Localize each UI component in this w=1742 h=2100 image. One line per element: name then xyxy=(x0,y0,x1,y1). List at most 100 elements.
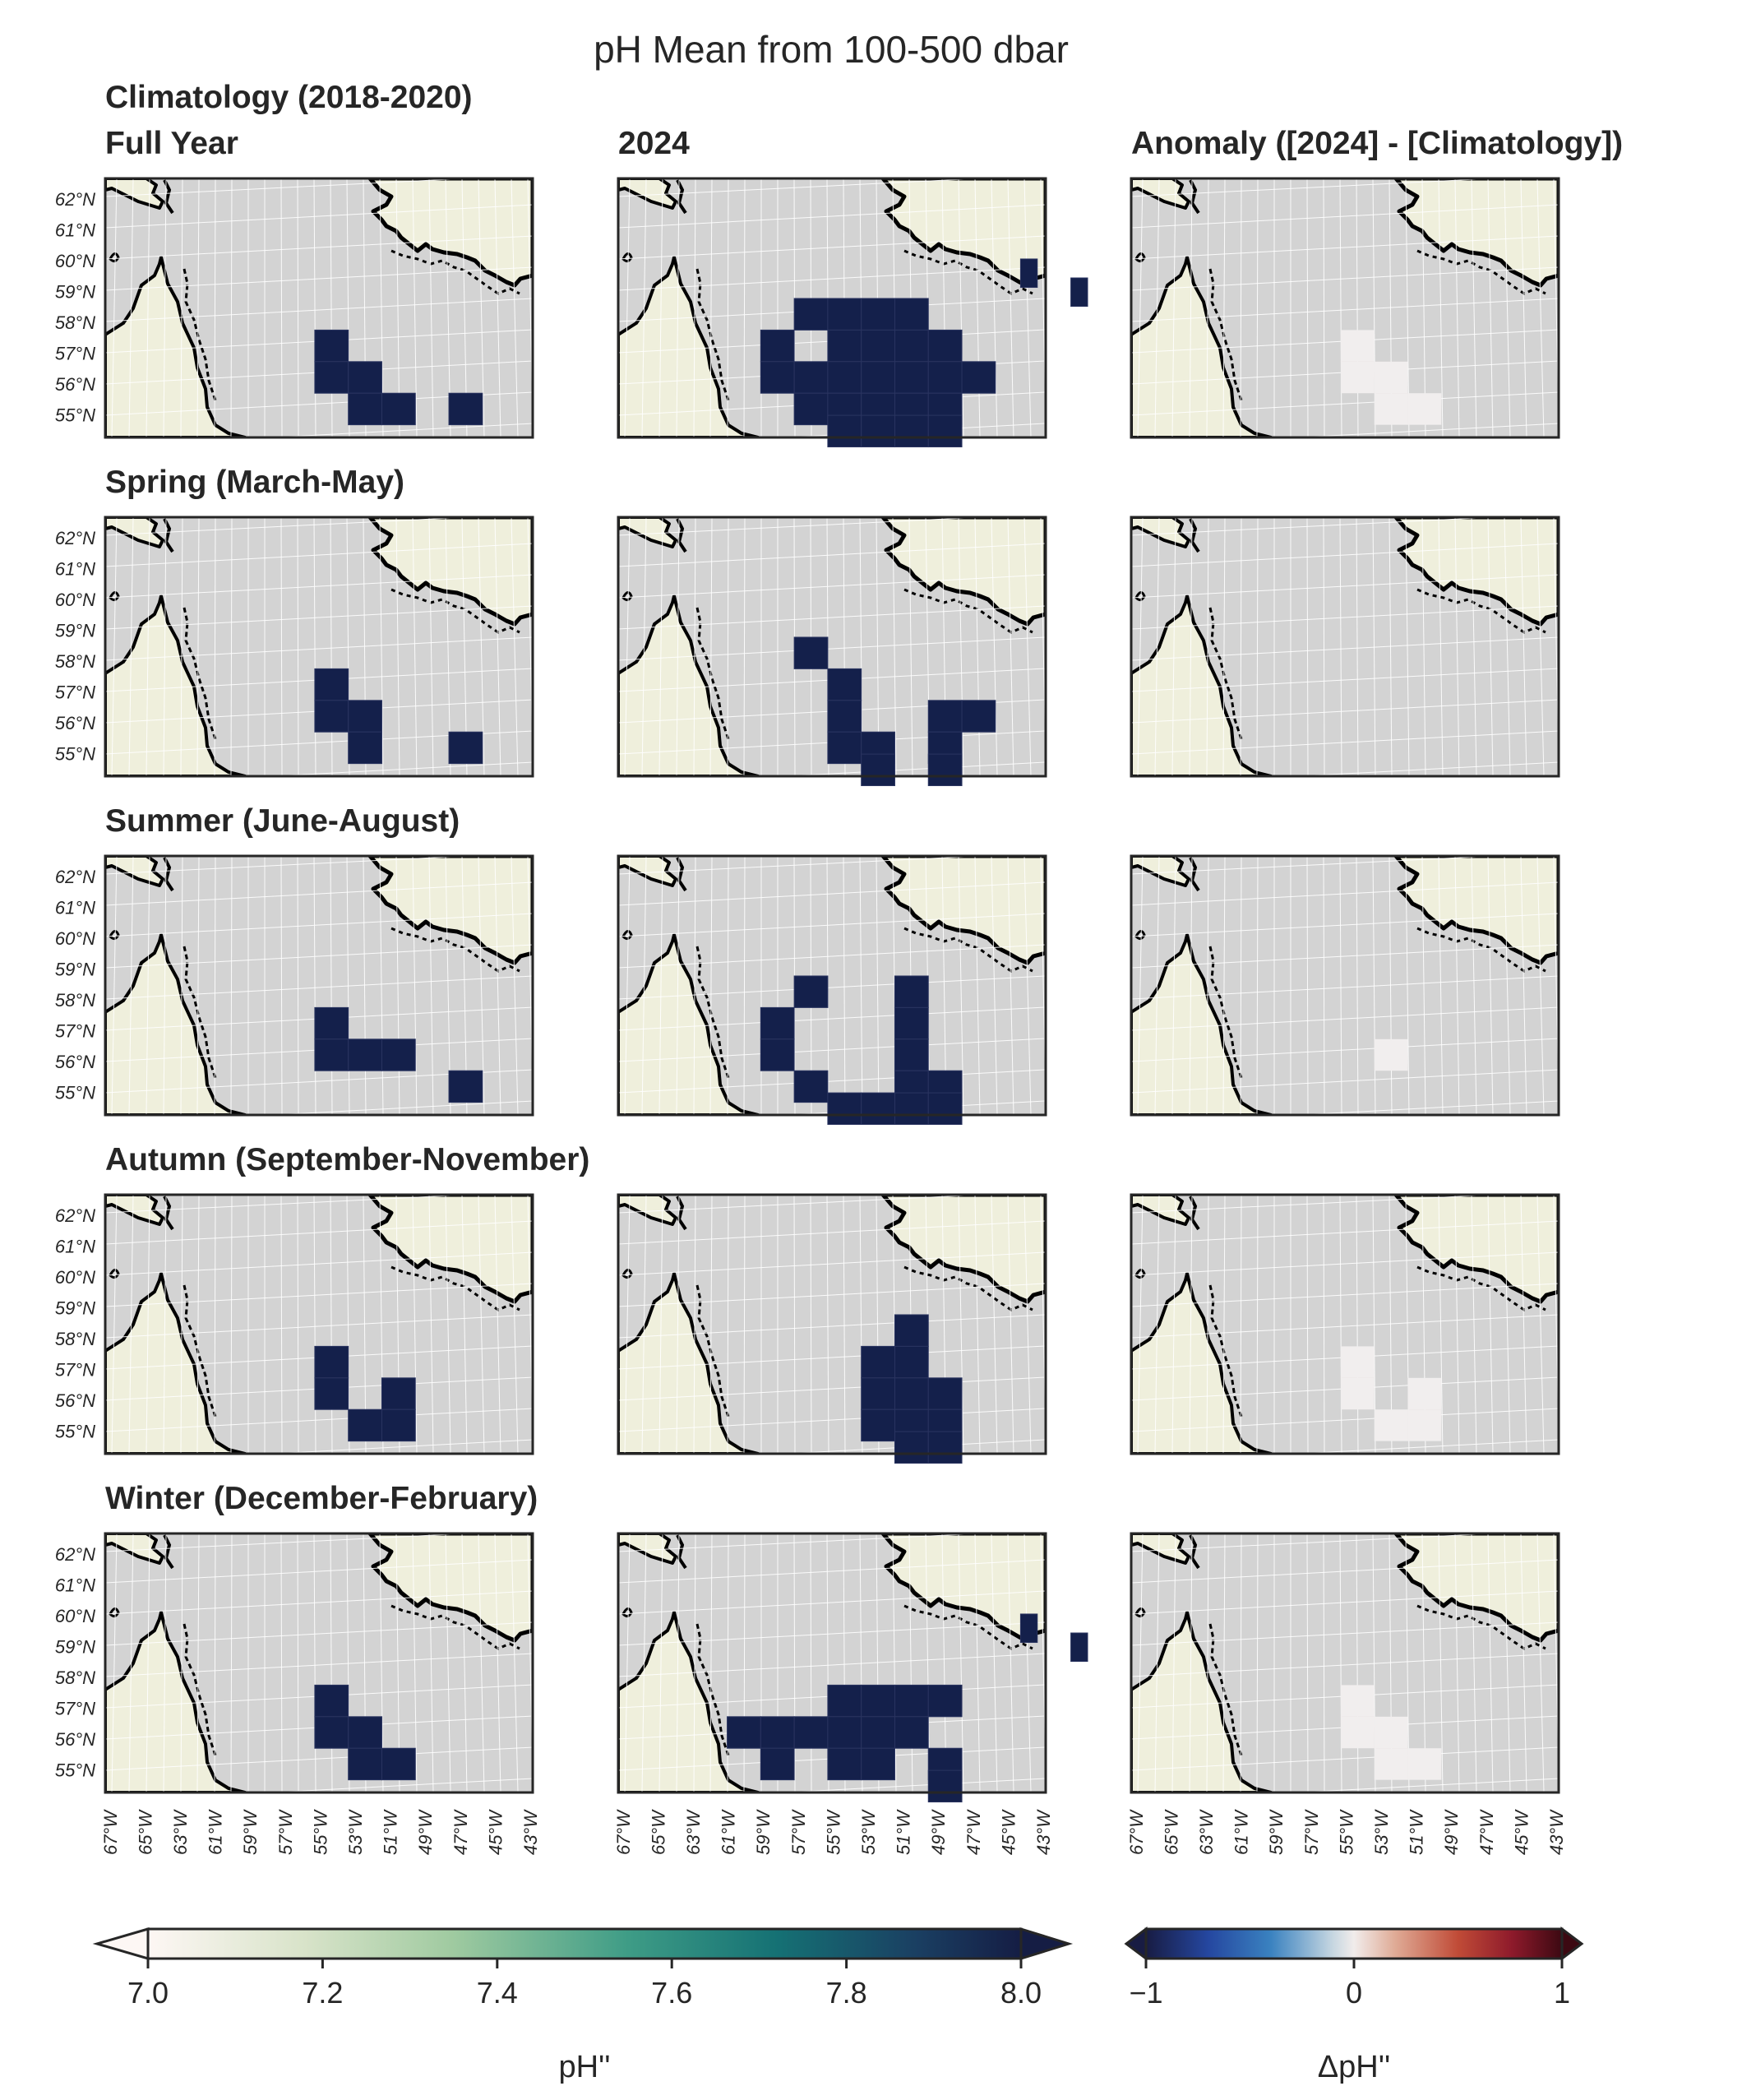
data-cell xyxy=(1407,1377,1442,1410)
lat-tick-label: 56°N xyxy=(55,1052,95,1072)
lat-tick-label: 62°N xyxy=(55,867,95,887)
data-cell xyxy=(827,298,862,331)
data-cell xyxy=(894,361,929,394)
data-cell xyxy=(314,700,349,733)
basemap xyxy=(1131,853,1559,1124)
data-cell xyxy=(381,1038,416,1071)
colorbar-anom-extend-high xyxy=(1560,1927,1584,1961)
panel-frame xyxy=(617,516,1047,778)
panel-frame xyxy=(617,854,1047,1117)
lat-tick-label: 58°N xyxy=(55,990,95,1011)
data-cell xyxy=(861,1747,895,1781)
lon-tick-label: 53°W xyxy=(345,1809,366,1855)
panel-frame xyxy=(1130,516,1560,778)
colorbar-tick-label: 7.0 xyxy=(127,1976,169,2010)
panel-frame xyxy=(1130,1193,1560,1455)
data-cell xyxy=(1340,330,1375,362)
lon-tick-label: 53°W xyxy=(858,1809,879,1855)
lon-tick-label: 45°W xyxy=(1511,1809,1532,1855)
lon-tick-label: 63°W xyxy=(1196,1809,1217,1855)
panel-frame xyxy=(1130,854,1560,1117)
data-cell xyxy=(381,1747,416,1781)
lon-tick-label: 57°W xyxy=(1301,1809,1322,1855)
colorbar-tick-label: −1 xyxy=(1129,1976,1162,2010)
lon-tick-label: 61°W xyxy=(1231,1809,1252,1855)
data-cell xyxy=(1340,1716,1375,1749)
data-cell xyxy=(348,700,382,733)
data-cell xyxy=(861,753,895,787)
lat-tick-label: 57°N xyxy=(55,682,95,702)
panel-frame xyxy=(1130,1532,1560,1794)
colorbar-anom-label: ΔpH'' xyxy=(1318,2050,1390,2084)
colorbar-ph-extend-low xyxy=(92,1927,150,1960)
lon-tick-label: 55°W xyxy=(1336,1809,1356,1855)
data-cell xyxy=(1374,1716,1408,1749)
data-cell xyxy=(1374,393,1408,425)
colorbar-tick-label: 0 xyxy=(1346,1976,1362,2010)
data-cell xyxy=(348,392,382,426)
data-cell xyxy=(861,329,895,363)
lat-tick-label: 58°N xyxy=(55,1668,95,1688)
panel-full-y2024 xyxy=(617,177,1088,448)
data-cell xyxy=(827,668,862,701)
data-cell xyxy=(927,753,963,787)
data-cell xyxy=(894,298,929,331)
data-cell xyxy=(314,329,349,363)
data-cell xyxy=(348,731,382,765)
colorbar-ph-body xyxy=(146,1927,1023,1960)
panel-spring-clim: 62°N 61°N 60°N 59°N 58°N 57°N 56°N 55°N xyxy=(55,516,534,778)
data-cell xyxy=(348,1408,382,1442)
row-title-autumn: Autumn (September-November) xyxy=(105,1142,589,1177)
lon-tick-label: 47°W xyxy=(1476,1809,1497,1855)
data-cell xyxy=(894,1377,929,1410)
data-cell xyxy=(314,668,349,701)
lat-tick-label: 61°N xyxy=(55,558,95,579)
data-cell xyxy=(1407,1409,1442,1441)
lon-tick-label: 55°W xyxy=(823,1809,843,1855)
lon-tick-label: 59°W xyxy=(1266,1809,1287,1855)
lon-tick-label: 47°W xyxy=(963,1809,984,1855)
lat-tick-label: 56°N xyxy=(55,1729,95,1750)
lat-tick-label: 58°N xyxy=(55,651,95,672)
basemap xyxy=(105,1530,533,1802)
data-cell xyxy=(381,1377,416,1410)
basemap xyxy=(1131,1530,1559,1802)
lat-tick-label: 61°N xyxy=(55,1575,95,1595)
panel-summer-anom xyxy=(1130,853,1560,1124)
data-cell xyxy=(927,1684,963,1718)
panel-winter-clim: 62°N 61°N 60°N 59°N 58°N 57°N 56°N 55°N 67°W 65°W… xyxy=(55,1530,541,1855)
data-cell xyxy=(1340,1377,1375,1410)
data-cell xyxy=(348,1038,382,1071)
data-cell xyxy=(861,1092,895,1126)
data-cell xyxy=(760,361,795,394)
data-cell xyxy=(381,392,416,426)
panel-frame xyxy=(1130,177,1560,439)
data-cell xyxy=(760,1038,795,1071)
panel-autumn-anom xyxy=(1130,1193,1560,1455)
panel-frame xyxy=(104,177,534,439)
data-cell xyxy=(793,636,829,669)
data-cell xyxy=(861,1377,895,1410)
data-cell xyxy=(927,1431,963,1464)
lat-tick-label: 59°N xyxy=(55,1636,95,1657)
lat-tick-label: 61°N xyxy=(55,897,95,918)
lon-tick-label: 49°W xyxy=(1441,1809,1462,1855)
lat-tick-label: 55°N xyxy=(55,743,95,764)
data-cell xyxy=(1019,258,1038,289)
lat-tick-label: 61°N xyxy=(55,1236,95,1256)
lat-tick-label: 57°N xyxy=(55,1359,95,1380)
lat-tick-label: 60°N xyxy=(55,928,95,949)
panel-frame xyxy=(104,1193,534,1455)
data-cell xyxy=(1070,1632,1088,1663)
data-cell xyxy=(861,298,895,331)
panel-frame xyxy=(104,1532,534,1794)
data-cell xyxy=(760,1006,795,1040)
lon-tick-label: 49°W xyxy=(415,1809,436,1855)
lon-tick-label: 59°W xyxy=(240,1809,261,1855)
data-cell xyxy=(1374,1038,1408,1071)
data-cell xyxy=(1340,1685,1375,1717)
lon-tick-label: 59°W xyxy=(753,1809,774,1855)
data-cell xyxy=(760,1716,795,1749)
lat-tick-label: 55°N xyxy=(55,1760,95,1780)
lat-tick-label: 62°N xyxy=(55,189,95,210)
